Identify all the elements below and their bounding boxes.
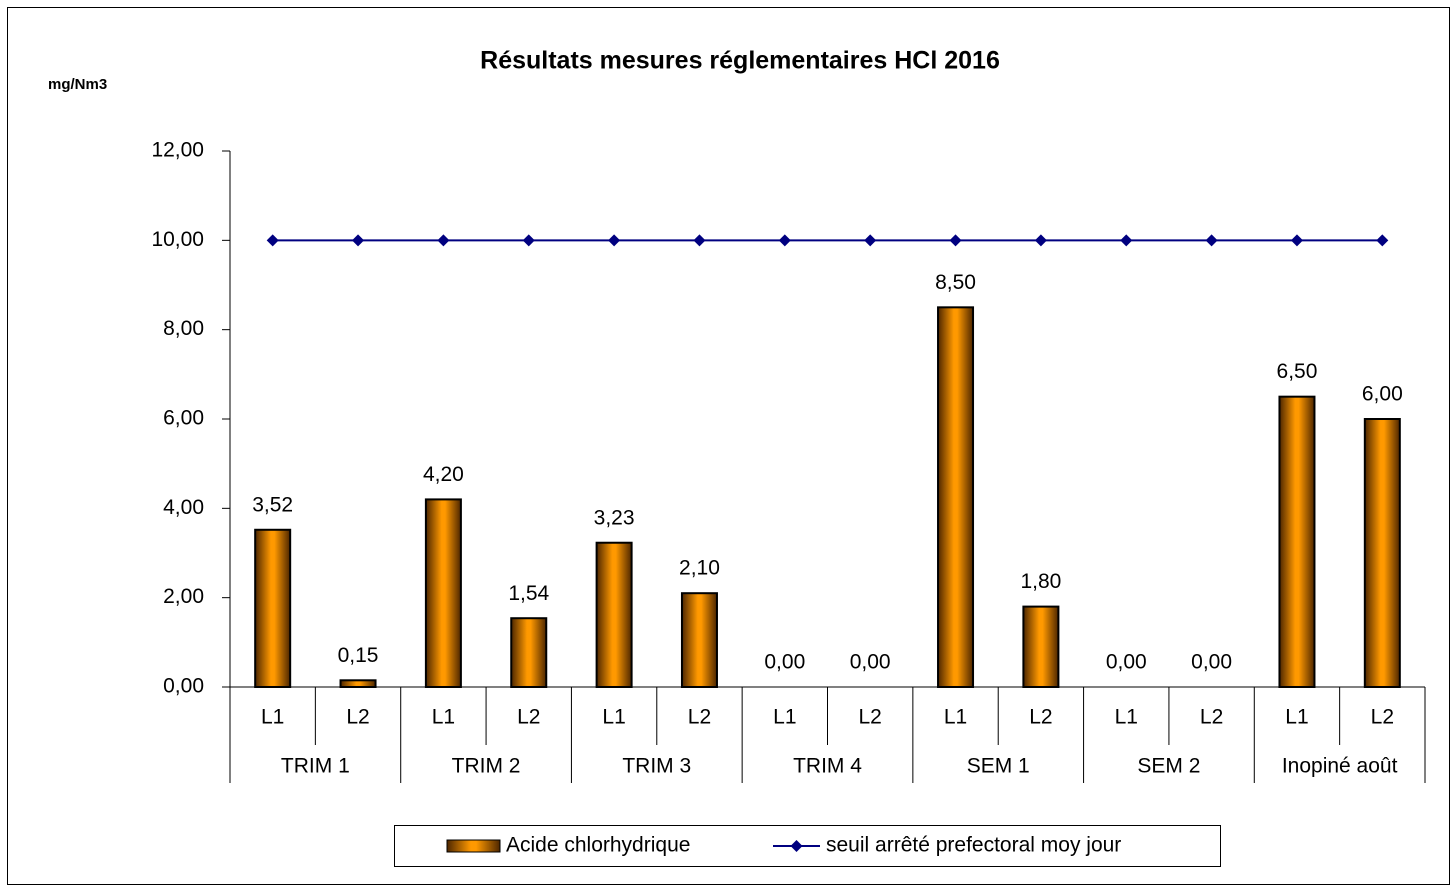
x-tick-label: L2	[688, 706, 711, 729]
legend-label: Acide chlorhydrique	[506, 834, 690, 857]
line-marker	[437, 234, 450, 247]
value-label: 6,50	[1277, 360, 1318, 383]
chart-title: Résultats mesures réglementaires HCl 201…	[480, 47, 1000, 75]
y-tick-label: 10,00	[151, 228, 204, 251]
value-label: 4,20	[423, 463, 464, 486]
value-label: 2,10	[679, 557, 720, 580]
value-label: 8,50	[935, 271, 976, 294]
legend-marker	[790, 840, 803, 852]
line-marker	[778, 234, 791, 247]
x-group-label: TRIM 1	[281, 755, 350, 778]
line-marker	[864, 234, 877, 247]
line-marker	[1034, 234, 1047, 247]
x-tick-label: L1	[1285, 706, 1308, 729]
value-label: 0,00	[1191, 651, 1232, 674]
value-label: 3,23	[594, 506, 635, 529]
x-tick-label: L1	[602, 706, 625, 729]
value-label: 0,00	[1106, 651, 1147, 674]
line-marker	[1205, 234, 1218, 247]
y-tick-label: 2,00	[163, 585, 204, 608]
x-tick-label: L2	[858, 706, 881, 729]
bar	[1278, 395, 1316, 688]
bar	[254, 528, 292, 688]
y-tick-label: 8,00	[163, 317, 204, 340]
y-axis-label: mg/Nm3	[48, 76, 107, 93]
value-label: 1,54	[508, 582, 549, 605]
x-tick-label: L1	[773, 706, 796, 729]
x-tick-label: L1	[261, 706, 284, 729]
chart-border	[7, 7, 1450, 885]
x-tick-label: L2	[1200, 706, 1223, 729]
x-tick-label: L1	[432, 706, 455, 729]
x-tick-label: L1	[1115, 706, 1138, 729]
x-group-label: SEM 2	[1137, 755, 1200, 778]
bar	[595, 541, 633, 689]
x-tick-label: L2	[346, 706, 369, 729]
y-tick-label: 6,00	[163, 407, 204, 430]
line-marker	[522, 234, 535, 247]
bar	[680, 592, 718, 689]
line-marker	[1290, 234, 1303, 247]
value-label: 6,00	[1362, 383, 1403, 406]
value-label: 0,15	[338, 644, 379, 667]
line-marker	[1120, 234, 1133, 247]
line-marker	[1376, 234, 1389, 247]
value-label: 0,00	[764, 651, 805, 674]
x-group-label: TRIM 2	[452, 755, 521, 778]
line-marker	[266, 234, 279, 247]
x-group-label: Inopiné août	[1282, 755, 1398, 778]
bar	[339, 679, 377, 688]
line-marker	[352, 234, 365, 247]
value-label: 1,80	[1020, 570, 1061, 593]
value-label: 3,52	[252, 493, 293, 516]
bar	[1022, 605, 1060, 688]
x-group-label: SEM 1	[967, 755, 1030, 778]
x-tick-label: L2	[1371, 706, 1394, 729]
x-tick-label: L2	[1029, 706, 1052, 729]
bar	[937, 306, 975, 688]
bar	[424, 498, 462, 688]
x-group-label: TRIM 3	[622, 755, 691, 778]
line-marker	[693, 234, 706, 247]
legend-swatch	[446, 839, 501, 853]
y-tick-label: 0,00	[163, 675, 204, 698]
x-group-label: TRIM 4	[793, 755, 862, 778]
line-marker	[949, 234, 962, 247]
x-tick-label: L1	[944, 706, 967, 729]
value-label: 0,00	[850, 651, 891, 674]
bar	[510, 617, 548, 688]
x-tick-label: L2	[517, 706, 540, 729]
bar	[1363, 418, 1401, 688]
line-marker	[608, 234, 621, 247]
legend-label: seuil arrêté prefectoral moy jour	[826, 834, 1121, 857]
y-tick-label: 4,00	[163, 496, 204, 519]
y-tick-label: 12,00	[151, 139, 204, 162]
